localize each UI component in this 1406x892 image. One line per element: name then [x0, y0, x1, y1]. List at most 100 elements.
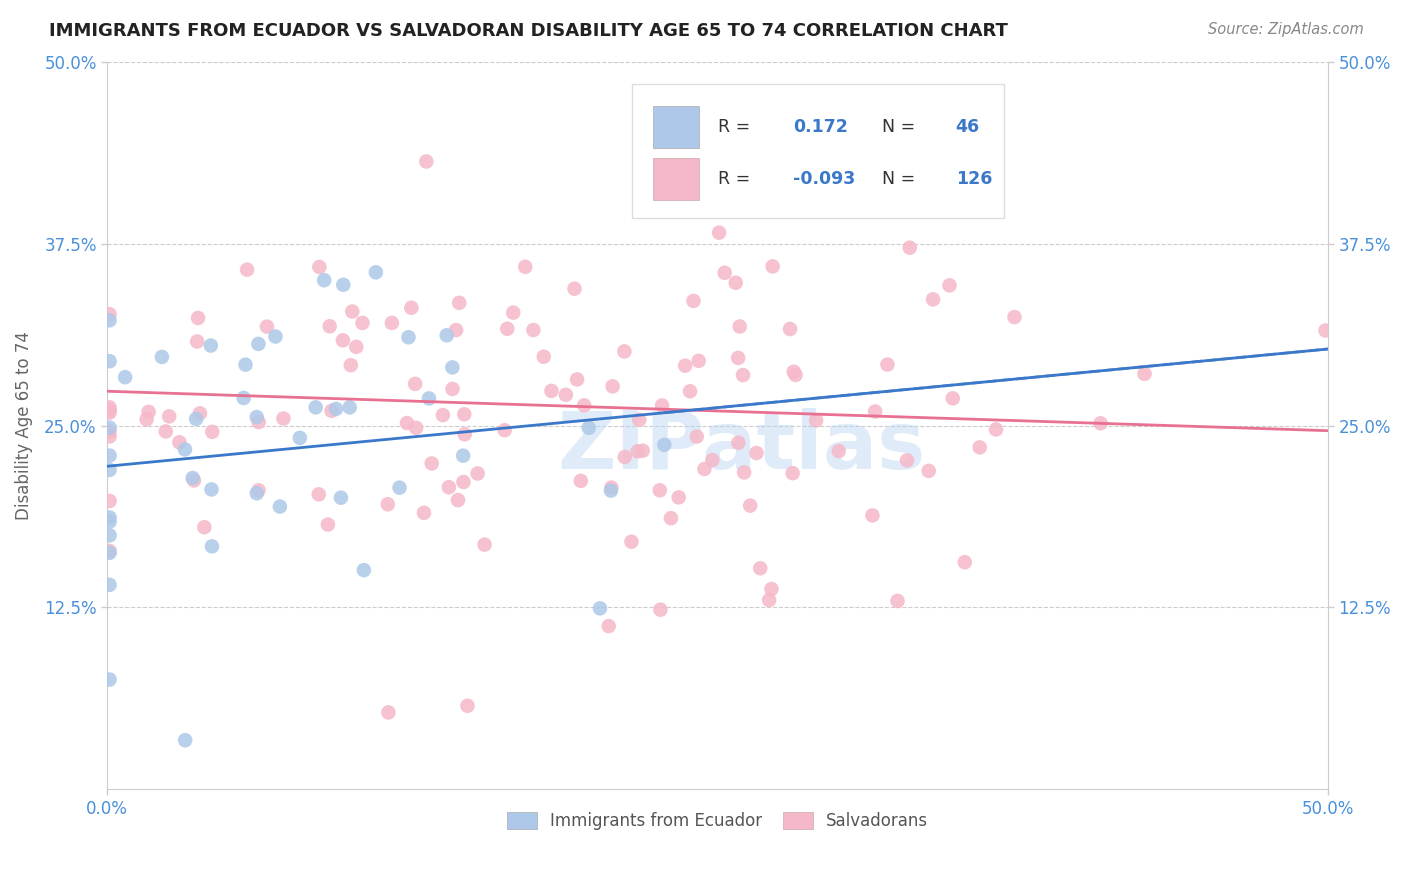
Point [114, 370, 136, 384]
Point [686, 429, 709, 443]
Point [713, 266, 735, 280]
Text: Source: ZipAtlas.com: Source: ZipAtlas.com [1208, 22, 1364, 37]
Point [150, 350, 173, 364]
Point [381, 316, 404, 330]
Point [404, 376, 426, 391]
Point [779, 322, 801, 336]
Point [325, 401, 347, 416]
Text: 0.172: 0.172 [793, 118, 848, 136]
Point [247, 337, 270, 351]
Point [135, 412, 157, 426]
Point [441, 382, 464, 396]
Bar [652, 158, 699, 201]
Point [377, 706, 399, 720]
Point [321, 404, 343, 418]
Point [918, 464, 941, 478]
Point [246, 410, 269, 425]
Point [564, 282, 586, 296]
Point [727, 351, 749, 365]
Point [98, 403, 121, 417]
Point [308, 260, 330, 274]
Point [745, 446, 768, 460]
Text: R =: R = [717, 170, 749, 188]
Bar [652, 106, 699, 148]
Point [155, 425, 177, 439]
Point [332, 277, 354, 292]
Point [418, 392, 440, 406]
Point [1004, 310, 1026, 325]
Point [447, 493, 470, 508]
Point [98, 546, 121, 560]
Point [235, 358, 257, 372]
Point [256, 319, 278, 334]
Point [344, 340, 367, 354]
Point [942, 392, 965, 406]
Point [232, 391, 254, 405]
Point [456, 698, 478, 713]
Point [98, 354, 121, 368]
Point [401, 301, 423, 315]
Point [273, 411, 295, 425]
Point [169, 435, 191, 450]
Point [761, 582, 783, 596]
Point [444, 323, 467, 337]
Point [98, 463, 121, 477]
Point [432, 408, 454, 422]
Point [174, 442, 197, 457]
Point [314, 273, 336, 287]
Point [728, 319, 751, 334]
Point [650, 603, 672, 617]
Point [494, 423, 516, 437]
Point [342, 304, 364, 318]
Text: IMMIGRANTS FROM ECUADOR VS SALVADORAN DISABILITY AGE 65 TO 74 CORRELATION CHART: IMMIGRANTS FROM ECUADOR VS SALVADORAN DI… [49, 22, 1008, 40]
Point [308, 487, 330, 501]
Point [707, 226, 730, 240]
Point [193, 520, 215, 534]
Point [98, 425, 121, 439]
Point [200, 338, 222, 352]
Text: R =: R = [717, 118, 749, 136]
Point [1133, 367, 1156, 381]
Point [377, 497, 399, 511]
Point [863, 404, 886, 418]
Point [453, 475, 475, 489]
Point [288, 431, 311, 445]
Point [395, 416, 418, 430]
Point [922, 293, 945, 307]
Point [898, 241, 921, 255]
Point [602, 379, 624, 393]
Point [441, 360, 464, 375]
Point [554, 388, 576, 402]
Point [449, 296, 471, 310]
Point [174, 733, 197, 747]
Point [318, 319, 340, 334]
Point [201, 425, 224, 439]
Point [98, 406, 121, 420]
Point [188, 406, 211, 420]
Point [702, 453, 724, 467]
Point [186, 334, 208, 349]
Point [453, 407, 475, 421]
Point [183, 474, 205, 488]
Point [1090, 417, 1112, 431]
Point [264, 329, 287, 343]
Point [969, 441, 991, 455]
Point [247, 415, 270, 429]
Point [339, 401, 361, 415]
Point [733, 466, 755, 480]
Point [682, 293, 704, 308]
Point [388, 481, 411, 495]
Point [98, 420, 121, 434]
Point [938, 278, 960, 293]
Point [332, 334, 354, 348]
Point [533, 350, 555, 364]
Point [613, 344, 636, 359]
Point [572, 398, 595, 412]
Point [600, 481, 623, 495]
Point [398, 330, 420, 344]
Point [329, 491, 352, 505]
Point [693, 462, 716, 476]
Text: -0.093: -0.093 [793, 170, 855, 188]
Point [724, 276, 747, 290]
Point [652, 438, 675, 452]
